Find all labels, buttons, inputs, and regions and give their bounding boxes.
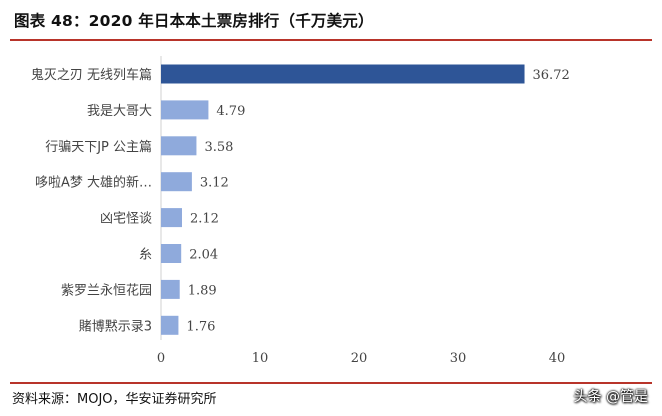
bar — [161, 208, 182, 228]
x-tick-label: 0 — [157, 351, 165, 366]
source-rule — [10, 382, 652, 384]
x-tick-label: 20 — [351, 351, 368, 366]
value-labels: 36.72 4.79 3.58 3.12 2.12 2.04 1.89 1.76 — [186, 68, 569, 334]
category-label: 我是大哥大 — [87, 104, 152, 119]
value-label: 36.72 — [533, 68, 570, 83]
bar — [161, 100, 209, 120]
value-label: 3.58 — [204, 140, 233, 155]
bar — [161, 136, 197, 156]
bar — [161, 172, 192, 192]
value-label: 3.12 — [200, 176, 229, 191]
x-tick-labels: 0 10 20 30 40 — [157, 351, 565, 366]
value-label: 4.79 — [216, 104, 245, 119]
title-rule — [10, 39, 652, 41]
category-label: 糸 — [139, 248, 152, 263]
category-label: 賭博黙示录3 — [79, 319, 152, 334]
category-label: 行骗天下JP 公主篇 — [45, 140, 152, 155]
bar — [161, 279, 180, 299]
x-tick-label: 10 — [252, 351, 269, 366]
value-label: 2.12 — [190, 212, 219, 227]
figure-title: 图表 48：2020 年日本本土票房排行（千万美元） — [14, 12, 374, 30]
category-label: 哆啦A梦 大雄的新… — [35, 175, 152, 191]
category-label: 紫罗兰永恒花园 — [61, 282, 152, 298]
bar — [161, 315, 179, 335]
bar — [161, 64, 525, 84]
category-label: 凶宅怪谈 — [100, 212, 152, 227]
bar — [161, 244, 182, 263]
value-label: 2.04 — [189, 248, 218, 263]
watermark: 头条 @管是 — [573, 389, 648, 405]
bars — [161, 64, 525, 335]
value-label: 1.76 — [186, 319, 215, 334]
category-label: 鬼灭之刃 无线列车篇 — [31, 67, 152, 83]
value-label: 1.89 — [188, 283, 217, 298]
x-tick-label: 40 — [549, 351, 566, 366]
source-note: 资料来源：MOJO，华安证券研究所 — [12, 392, 217, 407]
x-tick-label: 30 — [450, 351, 467, 366]
